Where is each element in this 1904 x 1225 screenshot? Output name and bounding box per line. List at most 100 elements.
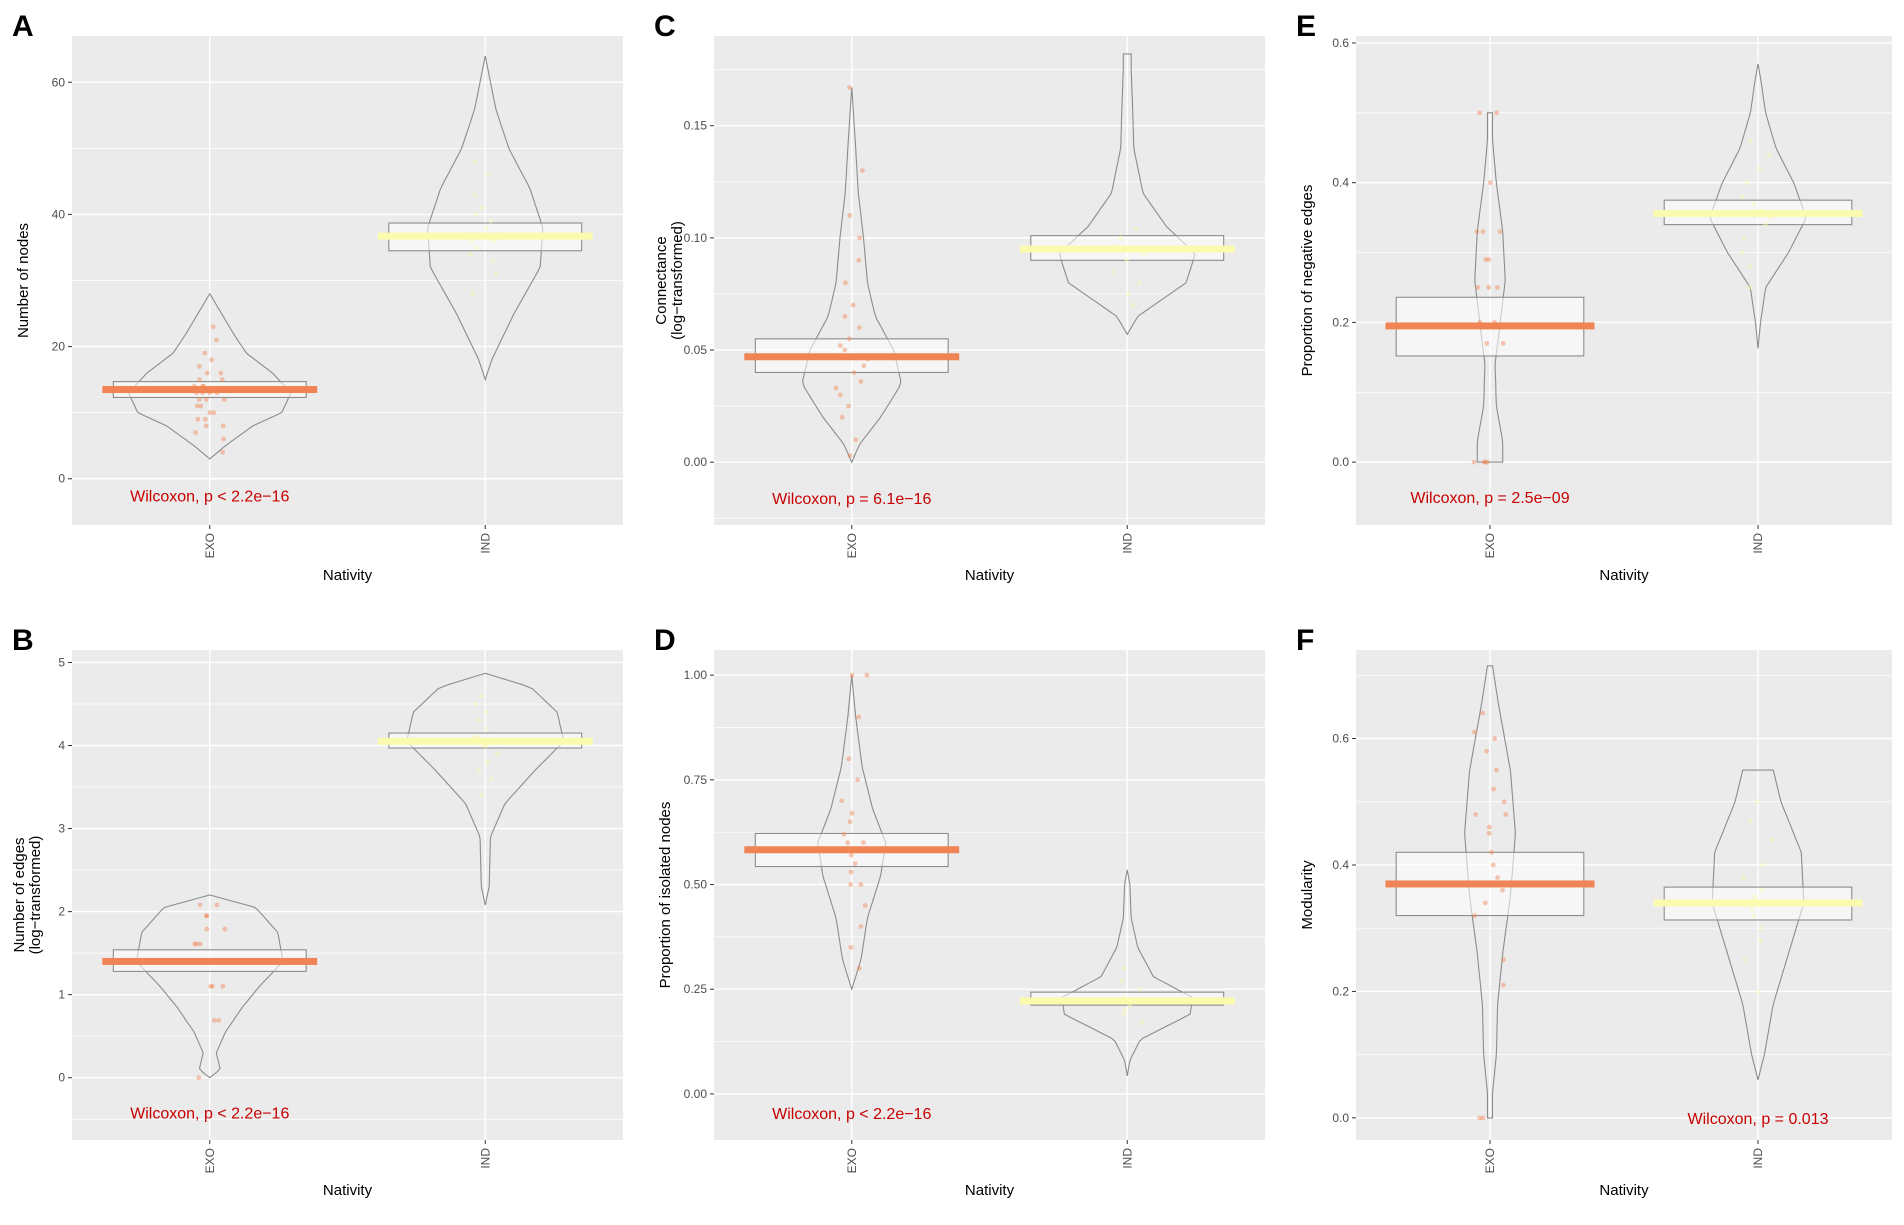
data-point bbox=[1480, 710, 1485, 716]
data-point bbox=[1494, 285, 1500, 290]
data-point bbox=[1484, 340, 1490, 346]
data-point bbox=[203, 416, 208, 422]
violin-ind bbox=[1061, 869, 1193, 1076]
panel-letter: F bbox=[1296, 624, 1314, 657]
data-point bbox=[483, 225, 489, 231]
data-point bbox=[1492, 736, 1498, 741]
data-point bbox=[472, 701, 478, 707]
data-point bbox=[1482, 900, 1488, 906]
y-axis-title: (log−transformed) bbox=[669, 221, 686, 340]
x-tick-label: EXO bbox=[1483, 533, 1497, 558]
data-point bbox=[849, 672, 855, 678]
data-point bbox=[1501, 957, 1506, 963]
data-point bbox=[1770, 837, 1776, 843]
y-axis-title: Number of nodes bbox=[15, 223, 32, 338]
wilcoxon-annotation: Wilcoxon, p = 6.1e−16 bbox=[772, 491, 931, 508]
data-point bbox=[1747, 138, 1753, 144]
panel-letter: D bbox=[654, 624, 676, 657]
x-tick-label: EXO bbox=[845, 533, 859, 558]
data-point bbox=[1742, 236, 1747, 241]
x-axis-title: Nativity bbox=[1599, 567, 1649, 584]
median-bar-ind bbox=[377, 737, 593, 745]
data-point bbox=[197, 941, 203, 947]
wilcoxon-annotation: Wilcoxon, p < 2.2e−16 bbox=[772, 1106, 931, 1123]
y-tick-label: 0.25 bbox=[684, 982, 708, 996]
plot-background bbox=[714, 36, 1265, 525]
data-point bbox=[221, 397, 227, 402]
violin-exo bbox=[136, 894, 284, 1079]
y-tick-label: 40 bbox=[52, 207, 66, 221]
data-point bbox=[857, 235, 863, 241]
data-point bbox=[847, 85, 852, 90]
data-point bbox=[856, 257, 862, 263]
data-point bbox=[1484, 748, 1490, 754]
data-point bbox=[856, 325, 862, 331]
data-point bbox=[1474, 229, 1480, 235]
data-point bbox=[468, 251, 474, 257]
violin-ind bbox=[1709, 63, 1807, 349]
data-point bbox=[220, 983, 226, 989]
y-tick-label: 0.05 bbox=[684, 343, 708, 357]
data-point bbox=[480, 205, 485, 211]
x-tick-label: IND bbox=[1751, 1148, 1765, 1169]
data-point bbox=[837, 392, 843, 398]
x-axis-title: Nativity bbox=[965, 567, 1015, 584]
data-point bbox=[848, 882, 854, 887]
data-point bbox=[1748, 818, 1753, 824]
y-tick-label: 0.0 bbox=[1332, 455, 1349, 469]
data-point bbox=[470, 291, 476, 297]
data-point bbox=[1489, 849, 1494, 855]
data-point bbox=[1490, 862, 1496, 868]
wilcoxon-annotation: Wilcoxon, p = 2.5e−09 bbox=[1410, 490, 1569, 507]
y-tick-label: 0.4 bbox=[1332, 858, 1349, 872]
data-point bbox=[1124, 257, 1130, 263]
data-point bbox=[1119, 978, 1125, 984]
panel-letter: B bbox=[12, 624, 34, 657]
data-point bbox=[845, 840, 851, 846]
data-point bbox=[849, 810, 855, 816]
data-point bbox=[1484, 459, 1490, 465]
median-bar-exo bbox=[744, 353, 960, 361]
data-point bbox=[1472, 913, 1478, 918]
wilcoxon-annotation: Wilcoxon, p < 2.2e−16 bbox=[130, 488, 289, 505]
data-point bbox=[858, 924, 864, 929]
panel-letter: C bbox=[654, 10, 676, 43]
data-point bbox=[833, 385, 839, 391]
data-point bbox=[220, 449, 226, 455]
data-point bbox=[474, 245, 480, 250]
data-point bbox=[1491, 786, 1497, 792]
data-point bbox=[196, 364, 202, 369]
y-tick-label: 60 bbox=[52, 75, 66, 89]
data-point bbox=[842, 280, 848, 286]
y-tick-label: 1 bbox=[58, 988, 65, 1002]
y-axis-title: Modularity bbox=[1299, 860, 1316, 930]
data-point bbox=[862, 903, 868, 908]
wilcoxon-annotation: Wilcoxon, p < 2.2e−16 bbox=[130, 1106, 289, 1123]
data-point bbox=[1486, 285, 1492, 290]
data-point bbox=[194, 941, 200, 947]
data-point bbox=[486, 172, 492, 178]
median-bar-exo bbox=[102, 386, 318, 394]
y-tick-label: 0.2 bbox=[1332, 984, 1349, 998]
data-point bbox=[1118, 235, 1123, 241]
panel-d: D 0.00 0.25 0.50 0.75 1.00 Proportion of isola… bbox=[642, 614, 1277, 1225]
data-point bbox=[209, 357, 214, 363]
data-point bbox=[1500, 982, 1506, 988]
data-point bbox=[1475, 285, 1480, 290]
data-point bbox=[472, 192, 478, 197]
data-point bbox=[220, 423, 226, 429]
median-bar-ind bbox=[1653, 209, 1863, 217]
x-tick-label: IND bbox=[478, 533, 492, 554]
data-point bbox=[1494, 767, 1499, 773]
x-tick-label: EXO bbox=[1483, 1148, 1497, 1173]
data-point bbox=[488, 776, 494, 782]
y-tick-label: 0.00 bbox=[684, 1087, 708, 1101]
chart-svg: B 0 1 2 3 4 5 Number of edges (log−transformed) E… bbox=[11, 624, 623, 1199]
violin-exo bbox=[127, 292, 292, 460]
plot-background bbox=[714, 650, 1265, 1140]
data-point bbox=[211, 410, 217, 416]
data-point bbox=[485, 759, 490, 765]
data-point bbox=[1755, 799, 1760, 805]
data-point bbox=[198, 403, 204, 409]
data-point bbox=[1758, 925, 1764, 931]
